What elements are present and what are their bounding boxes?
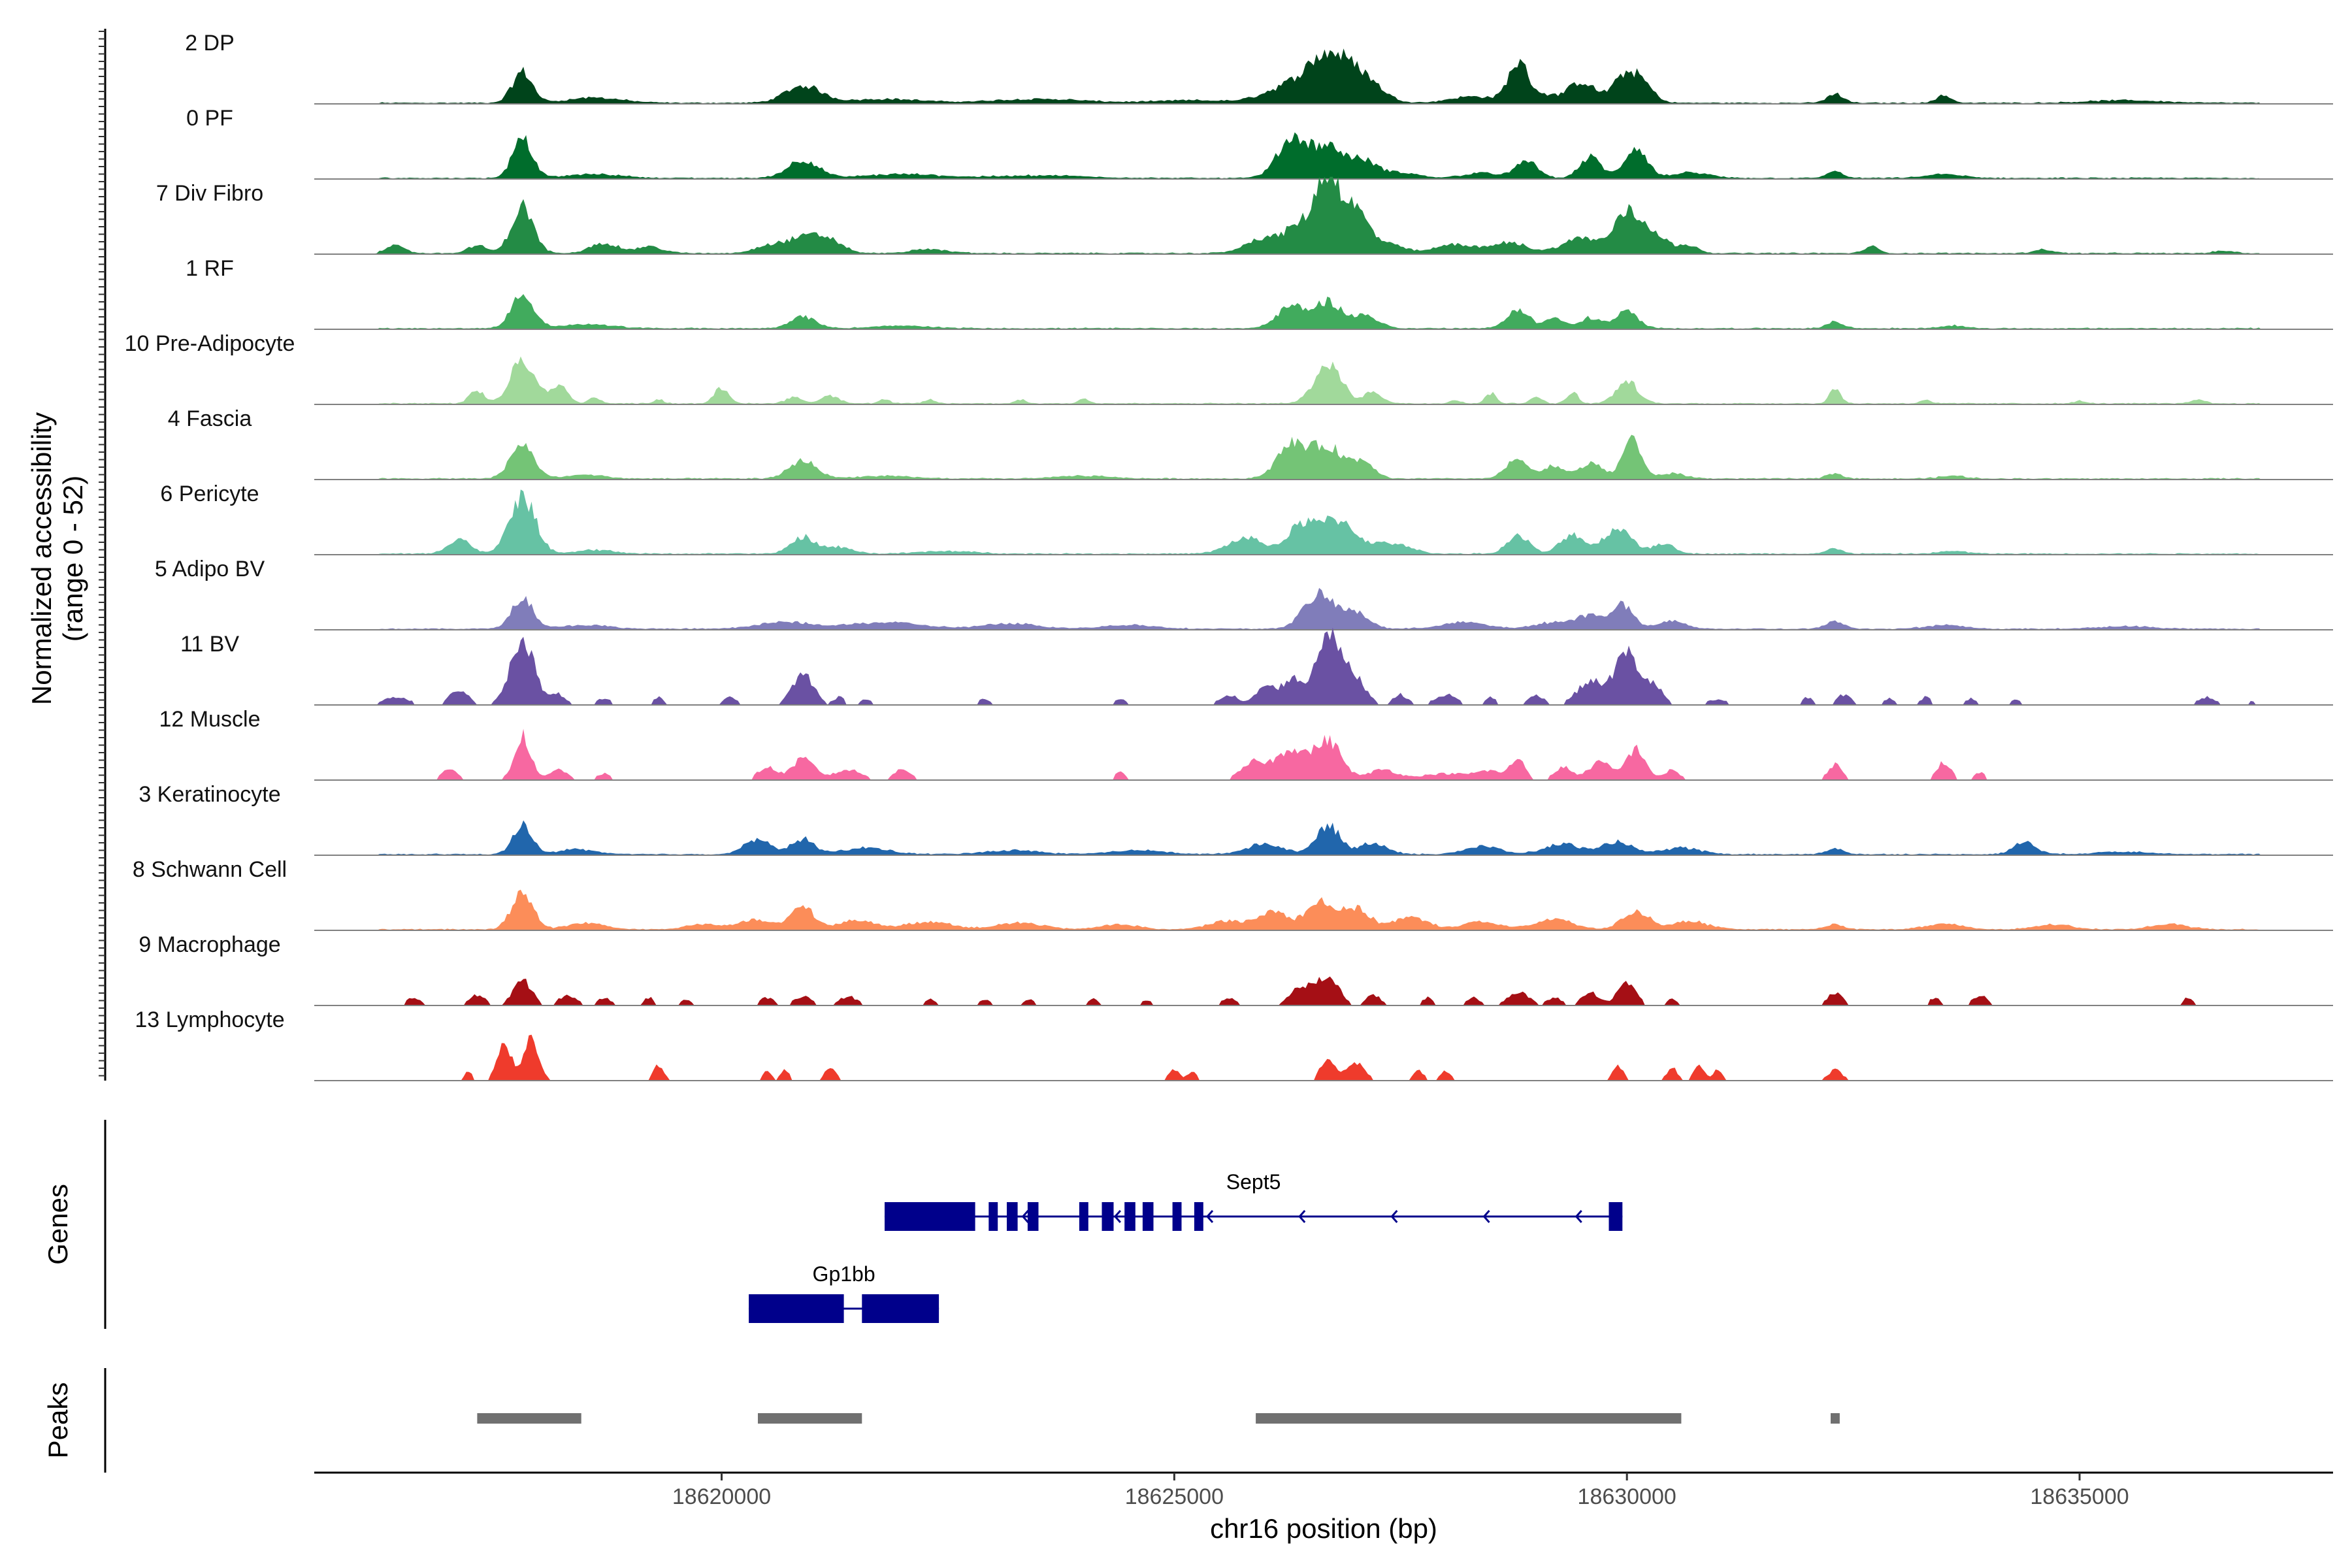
track-label: 1 RF xyxy=(186,256,234,281)
coverage-area xyxy=(314,1034,2333,1081)
x-axis-ticks: 18620000 18625000 18630000 18635000 xyxy=(672,1473,2129,1509)
track-label: 13 Lymphocyte xyxy=(135,1007,284,1032)
coverage-area xyxy=(314,176,2333,254)
gene-models: Sept5 Gp1bb xyxy=(749,1170,1623,1323)
coverage-track: 12 Muscle xyxy=(159,707,2333,781)
x-tick-label: 18625000 xyxy=(1125,1484,1224,1509)
gene-exon xyxy=(1027,1202,1039,1231)
coverage-track: 1 RF xyxy=(186,256,2333,330)
coverage-area xyxy=(314,132,2333,179)
x-axis-title: chr16 position (bp) xyxy=(1210,1513,1437,1544)
peak-region xyxy=(477,1413,581,1424)
gene-exon xyxy=(988,1202,998,1231)
coverage-track: 9 Macrophage xyxy=(139,932,2333,1006)
gene-exon xyxy=(1007,1202,1018,1231)
x-tick-label: 18630000 xyxy=(1578,1484,1676,1509)
coverage-track: 11 BV xyxy=(180,627,2333,706)
accessibility-y-ticks xyxy=(99,31,105,1077)
track-label: 6 Pericyte xyxy=(160,482,259,506)
peak-regions xyxy=(477,1413,1840,1424)
coverage-area xyxy=(314,627,2333,705)
track-label: 12 Muscle xyxy=(159,707,261,732)
strand-arrow xyxy=(1206,1210,1214,1223)
accessibility-y-axis-subtitle: (range 0 - 52) xyxy=(57,476,88,642)
coverage-area xyxy=(314,48,2333,104)
coverage-area xyxy=(314,489,2333,555)
genes-panel-title: Genes xyxy=(42,1184,73,1265)
track-label: 10 Pre-Adipocyte xyxy=(125,331,295,356)
peak-region xyxy=(1256,1413,1682,1424)
peak-region xyxy=(758,1413,862,1424)
coverage-tracks: 2 DP 0 PF 7 Div Fibro 1 RF 10 Pre-Adipocyte 4… xyxy=(125,31,2333,1081)
track-label: 7 Div Fibro xyxy=(156,181,263,206)
coverage-track: 7 Div Fibro xyxy=(156,176,2333,255)
coverage-area xyxy=(314,587,2333,630)
strand-arrow xyxy=(1390,1210,1398,1223)
coverage-area xyxy=(314,294,2333,329)
peak-region xyxy=(1831,1413,1840,1424)
gene-exon xyxy=(1172,1202,1182,1231)
gene-exon xyxy=(749,1294,844,1323)
strand-arrow xyxy=(1298,1210,1306,1223)
coverage-track: 4 Fascia xyxy=(168,406,2333,480)
gene-exon xyxy=(1194,1202,1203,1231)
x-tick-label: 18620000 xyxy=(672,1484,771,1509)
coverage-area xyxy=(314,728,2333,780)
coverage-track: 10 Pre-Adipocyte xyxy=(125,331,2333,405)
gene-exon xyxy=(1609,1202,1623,1231)
strand-arrow xyxy=(1482,1210,1490,1223)
peaks-panel-title: Peaks xyxy=(42,1382,73,1459)
gene-exon xyxy=(1124,1202,1135,1231)
coverage-track: 2 DP xyxy=(185,31,2333,105)
strand-arrow xyxy=(1113,1210,1121,1223)
gene-model: Gp1bb xyxy=(749,1262,939,1323)
coverage-track: 13 Lymphocyte xyxy=(135,1007,2333,1081)
track-label: 8 Schwann Cell xyxy=(133,857,287,882)
track-label: 2 DP xyxy=(185,31,235,56)
gene-label: Gp1bb xyxy=(813,1262,875,1286)
track-label: 3 Keratinocyte xyxy=(139,782,280,807)
track-label: 0 PF xyxy=(186,106,233,131)
x-tick-label: 18635000 xyxy=(2030,1484,2129,1509)
gene-exon xyxy=(1102,1202,1114,1231)
gene-label: Sept5 xyxy=(1226,1170,1281,1194)
coverage-area xyxy=(314,356,2333,404)
coverage-track: 3 Keratinocyte xyxy=(139,782,2333,856)
track-label: 5 Adipo BV xyxy=(155,557,265,581)
track-label: 11 BV xyxy=(180,632,239,657)
coverage-area xyxy=(314,434,2333,480)
track-label: 4 Fascia xyxy=(168,406,252,431)
gene-model: Sept5 xyxy=(884,1170,1623,1231)
accessibility-y-axis-title: Normalized accessibility xyxy=(26,412,57,705)
coverage-area xyxy=(314,976,2333,1005)
coverage-track: 5 Adipo BV xyxy=(155,557,2333,630)
gene-exon xyxy=(1079,1202,1088,1231)
gene-exon xyxy=(1142,1202,1154,1231)
gene-exon xyxy=(862,1294,939,1323)
coverage-track: 8 Schwann Cell xyxy=(133,857,2333,931)
coverage-track: 0 PF xyxy=(186,106,2333,180)
strand-arrow xyxy=(1575,1210,1582,1223)
gene-exon xyxy=(885,1202,975,1231)
strand-arrow xyxy=(1021,1210,1029,1223)
track-label: 9 Macrophage xyxy=(139,932,280,957)
coverage-track: 6 Pericyte xyxy=(160,482,2333,555)
coverage-area xyxy=(314,889,2333,930)
coverage-area xyxy=(314,820,2333,855)
